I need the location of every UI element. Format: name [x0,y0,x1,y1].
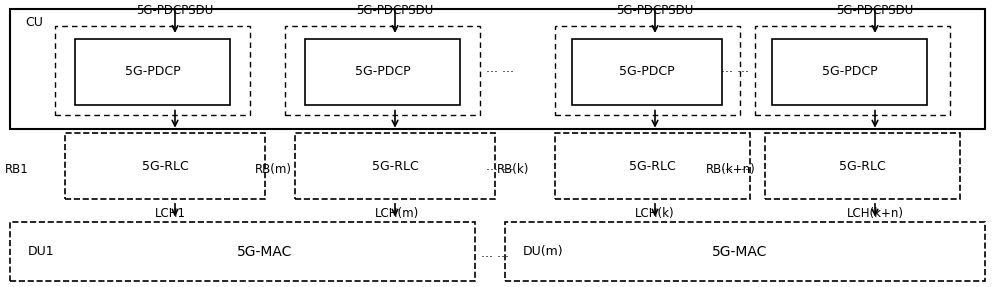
Text: 5G-MAC: 5G-MAC [712,245,768,259]
Text: 5G-PDCP: 5G-PDCP [355,65,410,78]
Text: ... ...: ... ... [721,160,749,173]
Text: LCH1: LCH1 [155,207,186,220]
Text: 5G-RLC: 5G-RLC [839,160,886,173]
Bar [285,26,480,115]
Bar [572,39,722,105]
Text: 5G-PDCP: 5G-PDCP [619,65,675,78]
Text: ... ...: ... ... [486,160,514,173]
Text: 5G-PDCPSDU: 5G-PDCPSDU [356,4,434,17]
Text: RB(k): RB(k) [497,163,529,176]
Text: ... ...: ... ... [721,62,749,75]
Text: RB(m): RB(m) [255,163,292,176]
Bar [75,39,230,105]
Bar [305,39,460,105]
Bar [295,133,495,199]
Bar [10,9,985,129]
Bar [555,133,750,199]
Text: 5G-PDCPSDU: 5G-PDCPSDU [836,4,914,17]
Text: 5G-MAC: 5G-MAC [237,245,293,259]
Text: LCH(k+n): LCH(k+n) [847,207,904,220]
Text: 5G-PDCP: 5G-PDCP [125,65,180,78]
Text: 5G-PDCPSDU: 5G-PDCPSDU [136,4,214,17]
Text: 5G-RLC: 5G-RLC [372,160,418,173]
Bar [765,133,960,199]
Text: CU: CU [25,16,43,29]
Bar [65,133,265,199]
Text: 5G-RLC: 5G-RLC [629,160,676,173]
Text: RB1: RB1 [5,163,29,176]
Bar [55,26,250,115]
Bar [555,26,740,115]
Text: ... ...: ... ... [481,247,509,261]
Bar [755,26,950,115]
Bar [772,39,927,105]
Text: DU(m): DU(m) [523,245,564,258]
Bar [10,222,475,281]
Text: RB(k+n): RB(k+n) [706,163,756,176]
Text: 5G-PDCPSDU: 5G-PDCPSDU [616,4,694,17]
Bar [505,222,985,281]
Text: LCH(k): LCH(k) [635,207,675,220]
Text: 5G-PDCP: 5G-PDCP [822,65,877,78]
Text: 5G-RLC: 5G-RLC [142,160,188,173]
Text: DU1: DU1 [28,245,55,258]
Text: LCH(m): LCH(m) [375,207,419,220]
Text: ... ...: ... ... [486,62,514,75]
